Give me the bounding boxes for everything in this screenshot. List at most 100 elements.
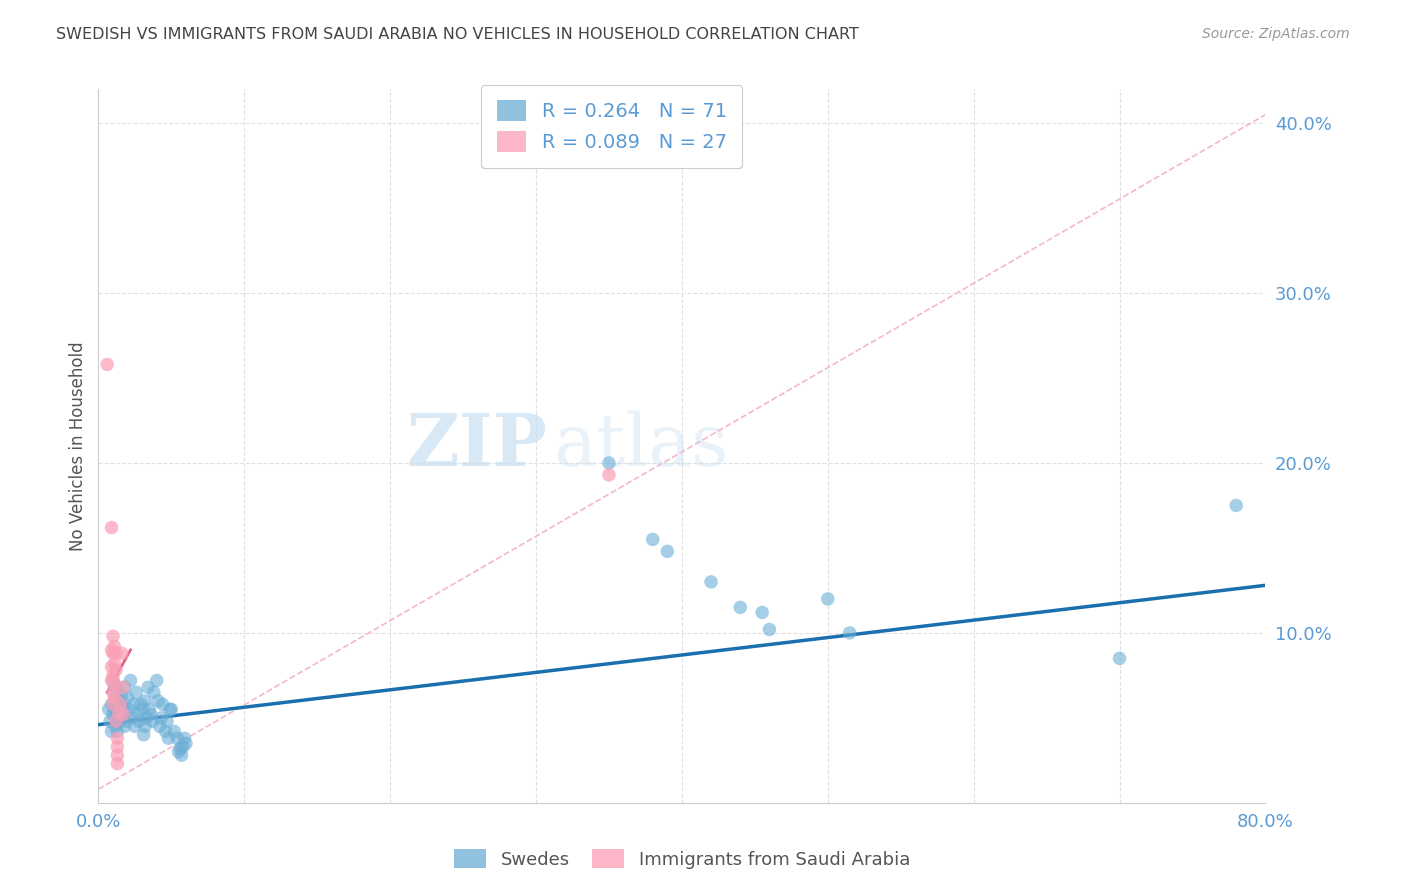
Y-axis label: No Vehicles in Household: No Vehicles in Household [69,341,87,551]
Point [136,680,159,694]
Point [108,714,131,729]
Point [103,640,125,654]
Point [728,600,751,615]
Point [170,748,193,763]
Point [101,673,124,688]
Point [838,626,860,640]
Point [157,731,180,746]
Point [114,719,136,733]
Point [134,719,156,733]
Point [104,680,127,694]
Point [112,707,135,722]
Point [139,707,162,722]
Point [103,702,125,716]
Point [104,719,127,733]
Point [105,739,128,754]
Point [100,698,122,712]
Point [110,698,132,712]
Point [97,702,120,716]
Point [101,668,124,682]
Point [174,736,197,750]
Point [112,680,135,694]
Point [96,358,118,372]
Point [120,673,142,688]
Point [115,714,138,729]
Point [152,698,174,712]
Point [159,702,181,716]
Point [104,646,127,660]
Point [104,714,127,729]
Point [132,728,155,742]
Point [111,698,134,713]
Point [641,533,664,547]
Text: Source: ZipAtlas.com: Source: ZipAtlas.com [1202,27,1350,41]
Point [657,544,679,558]
Point [114,680,136,694]
Point [166,731,188,746]
Point [148,694,170,708]
Point [598,456,620,470]
Point [118,702,141,716]
Text: ZIP: ZIP [406,410,548,482]
Point [114,702,136,716]
Point [100,660,122,674]
Point [169,741,191,756]
Point [129,698,152,712]
Point [111,689,134,703]
Point [142,685,165,699]
Point [100,724,122,739]
Point [128,714,150,729]
Point [155,724,177,739]
Point [141,714,163,729]
Point [700,574,723,589]
Text: SWEDISH VS IMMIGRANTS FROM SAUDI ARABIA NO VEHICLES IN HOUSEHOLD CORRELATION CHA: SWEDISH VS IMMIGRANTS FROM SAUDI ARABIA … [56,27,859,42]
Point [105,731,128,746]
Point [103,677,125,691]
Point [112,711,135,725]
Point [110,694,132,708]
Point [104,690,127,705]
Point [105,724,128,739]
Point [103,680,125,694]
Point [1108,651,1130,665]
Point [100,643,122,657]
Point [101,629,124,643]
Point [124,719,146,733]
Point [110,707,132,722]
Point [172,739,194,754]
Point [163,724,186,739]
Point [108,702,131,716]
Point [156,714,179,729]
Point [111,646,134,660]
Point [103,657,125,671]
Point [103,690,125,705]
Point [149,719,172,733]
Point [108,706,131,720]
Point [167,745,190,759]
Point [105,756,128,771]
Point [98,714,121,729]
Point [131,702,153,716]
Point [135,711,157,725]
Point [100,673,122,688]
Point [751,606,773,620]
Point [117,690,139,705]
Point [101,646,124,660]
Point [121,711,143,725]
Point [105,748,128,763]
Point [100,520,122,534]
Point [138,702,160,716]
Point [105,711,128,725]
Point [598,467,620,482]
Point [758,623,780,637]
Legend: Swedes, Immigrants from Saudi Arabia: Swedes, Immigrants from Saudi Arabia [447,841,917,876]
Point [104,663,127,677]
Point [101,685,124,699]
Point [127,707,149,722]
Point [125,685,148,699]
Point [817,591,839,606]
Point [101,698,124,712]
Point [1225,499,1247,513]
Point [134,694,156,708]
Point [122,698,145,712]
